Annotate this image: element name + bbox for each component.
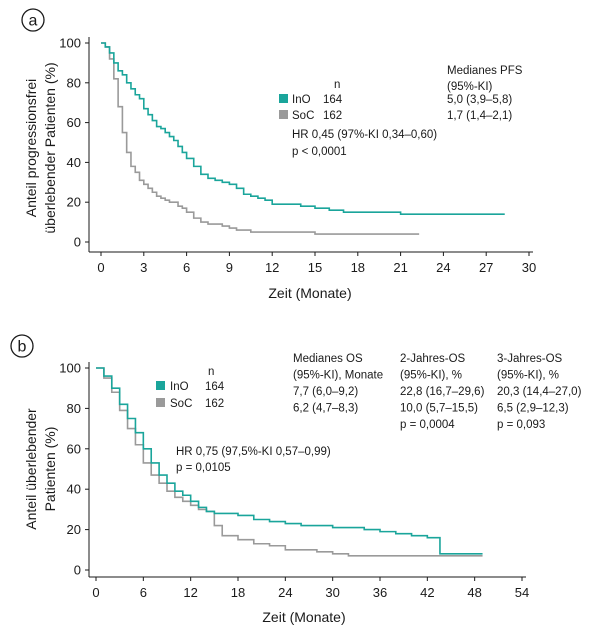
panel-a-y-tick-label: 40 <box>67 155 81 170</box>
panel-b-y-axis-title-line: Patienten (%) <box>42 427 58 512</box>
panel-b-label-circle <box>10 334 34 358</box>
panel-b-hr-annotation: HR 0,75 (97,5%-KI 0,57–0,99) <box>176 446 331 458</box>
panel-a-x-tick-label: 9 <box>226 260 233 275</box>
panel-a-x-tick-label: 12 <box>265 260 279 275</box>
panel-b-stat-col-2-line: (95%-KI), % <box>400 370 462 382</box>
panel-b-stat-col-3-line: 20,3 (14,4–27,0) <box>497 386 582 398</box>
panel-b-stat-col-2-line: 10,0 (5,7–15,5) <box>400 403 478 415</box>
panel-b-stat-col-3-line: p = 0,093 <box>497 419 545 431</box>
panel-a-x-tick-label: 30 <box>522 260 536 275</box>
panel-b-stat-col-1-line: 6,2 (4,7–8,3) <box>293 403 358 415</box>
panel-a-x-tick-label: 27 <box>479 260 493 275</box>
panel-a-legend-n-soc: 162 <box>323 110 342 122</box>
panel-b-legend-n-ino: 164 <box>205 381 225 393</box>
panel-a-legend-name-soc: SoC <box>292 110 314 122</box>
panel-b-legend-swatch-ino <box>156 381 165 390</box>
panel-b-legend-n-soc: 162 <box>205 398 224 410</box>
panel-a-legend-median-ino: 5,0 (3,9–5,8) <box>447 94 512 106</box>
panel-a-x-tick-label: 6 <box>183 260 190 275</box>
panel-a-x-tick-label: 18 <box>351 260 365 275</box>
panel-b-y-tick-label: 60 <box>67 441 81 456</box>
panel-a-x-tick-label: 0 <box>97 260 104 275</box>
panel-b-legend-name-ino: InO <box>170 381 189 393</box>
panel-a-x-tick-label: 24 <box>436 260 450 275</box>
panel-a-legend-n-ino: 164 <box>323 94 343 106</box>
panel-b-stat-col-3-line: 6,5 (2,9–12,3) <box>497 403 569 415</box>
panel-b-y-tick-label: 40 <box>67 482 81 497</box>
panel-b-stat-col-1-line: Medianes OS <box>293 353 363 365</box>
panel-a-x-tick-label: 21 <box>393 260 407 275</box>
panel-b-y-tick-label: 20 <box>67 522 81 537</box>
panel-b-y-axis-title: Anteil überlebender Patienten (%) <box>23 408 58 530</box>
panel-b-stat-col-2-line: p = 0,0004 <box>400 419 455 431</box>
panel-b-x-tick-label: 54 <box>515 585 529 600</box>
panel-a-series-soc-line <box>101 42 420 235</box>
panel-b-series-ino-line <box>96 367 483 555</box>
panel-b-y-tick-label: 80 <box>67 401 81 416</box>
panel-b-x-tick-label: 12 <box>183 585 197 600</box>
panel-b-x-tick-label: 30 <box>325 585 339 600</box>
panel-a-x-tick-label: 15 <box>308 260 322 275</box>
panel-a-label: a <box>29 13 38 30</box>
panel-a-hr-annotation: p < 0,0001 <box>292 146 347 158</box>
panel-b-stat-col-3-line: (95%-KI), % <box>497 370 559 382</box>
panel-a-y-axis-title: Anteil progressionsfrei überlebender Pati… <box>23 62 58 233</box>
panel-a-y-tick-label: 80 <box>67 75 81 90</box>
panel-a-median-header: Medianes PFS <box>447 65 523 77</box>
panel-b-x-tick-label: 0 <box>92 585 99 600</box>
panel-b-legend-name-soc: SoC <box>170 398 192 410</box>
panel-a-label-circle <box>21 8 45 32</box>
panel-b-legend-swatch-soc <box>156 398 165 407</box>
panel-a-x-axis-title: Zeit (Monate) <box>268 285 351 301</box>
panel-b-y-tick-label: 100 <box>59 361 81 376</box>
panel-a-legend-median-soc: 1,7 (1,4–2,1) <box>447 110 512 122</box>
panel-b-x-tick-label: 18 <box>231 585 245 600</box>
panel-a-y-tick-label: 0 <box>74 235 81 250</box>
panel-b-label: b <box>18 339 27 356</box>
panel-a-y-axis-title-line: Anteil progressionsfrei <box>23 79 39 218</box>
panel-a-y-tick-label: 20 <box>67 195 81 210</box>
panel-a-x-tick-label: 3 <box>140 260 147 275</box>
panel-a-legend-swatch-ino <box>279 94 288 103</box>
panel-a-median-header: (95%-KI) <box>447 81 493 93</box>
panel-b-y-axis-title-line: Anteil überlebender <box>23 408 39 530</box>
panel-a-y-tick-label: 100 <box>59 36 81 51</box>
panel-a-y-tick-label: 60 <box>67 115 81 130</box>
panel-b-stat-col-2-line: 22,8 (16,7–29,6) <box>400 386 485 398</box>
panel-b-y-tick-label: 0 <box>74 563 81 578</box>
panel-b-x-tick-label: 24 <box>278 585 292 600</box>
panel-b-hr-annotation: p = 0,0105 <box>176 462 231 474</box>
panel-b-x-tick-label: 42 <box>420 585 434 600</box>
panel-a-legend-n-header: n <box>334 79 340 91</box>
panel-b-stat-col-3-line: 3-Jahres-OS <box>497 353 563 365</box>
panel-b-x-axis-title: Zeit (Monate) <box>262 609 345 625</box>
panel-b-x-tick-label: 6 <box>140 585 147 600</box>
panel-b-x-tick-label: 48 <box>467 585 481 600</box>
panel-b-stat-col-1-line: 7,7 (6,0–9,2) <box>293 386 358 398</box>
panel-a-legend-name-ino: InO <box>292 94 311 106</box>
panel-b-x-tick-label: 36 <box>373 585 387 600</box>
panel-a-y-axis-title-line: überlebender Patienten (%) <box>42 62 58 233</box>
panel-a-series-ino-line <box>101 42 505 215</box>
panel-a-legend-swatch-soc <box>279 110 288 119</box>
panel-b-legend-n-header: n <box>208 366 214 378</box>
panel-a-hr-annotation: HR 0,45 (97%-KI 0,34–0,60) <box>292 129 437 141</box>
panel-b-stat-col-1-line: (95%-KI), Monate <box>293 370 383 382</box>
panel-b-stat-col-2-line: 2-Jahres-OS <box>400 353 466 365</box>
